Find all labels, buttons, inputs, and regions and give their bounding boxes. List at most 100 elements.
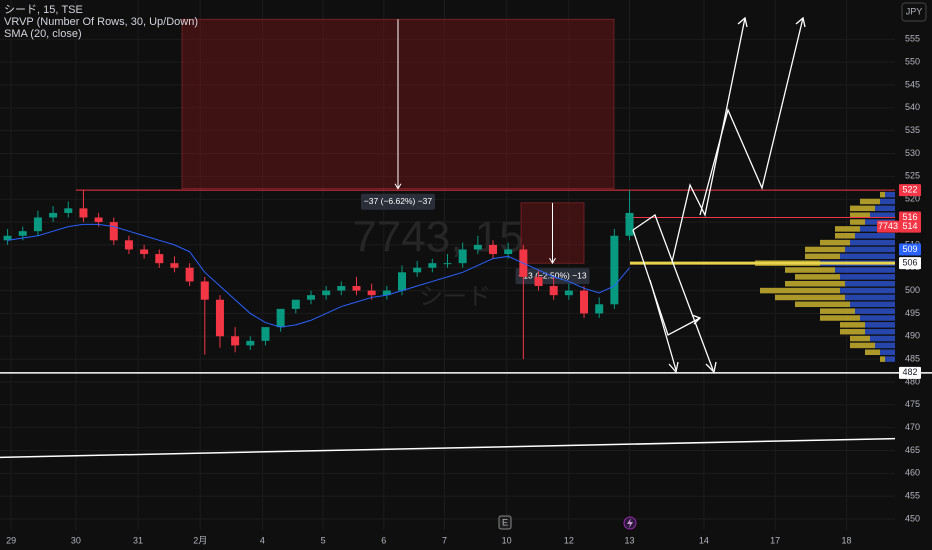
candle-body <box>170 263 179 268</box>
symbol-tag-bg <box>877 220 899 233</box>
x-tick-label: 12 <box>564 535 574 545</box>
vp-down-bar <box>835 226 860 232</box>
price-tag-bg <box>899 184 921 197</box>
currency-button[interactable] <box>901 2 927 22</box>
arrow <box>699 17 804 216</box>
currency-label[interactable]: JPY <box>906 6 923 16</box>
vp-down-bar <box>850 205 875 212</box>
price-tag: 516 <box>902 212 917 222</box>
vp-up-bar <box>880 198 895 205</box>
arrow <box>649 279 677 371</box>
projection-arrows <box>632 16 806 374</box>
vp-down-bar <box>840 322 865 328</box>
vp-down-bar <box>820 315 860 321</box>
vp-down-bar <box>795 301 850 308</box>
y-tick-label: 545 <box>905 79 920 89</box>
vp-down-bar <box>835 233 855 239</box>
vp-up-bar <box>850 301 895 308</box>
price-tag-bg <box>899 366 921 379</box>
vp-up-bar <box>870 335 895 342</box>
candle-body <box>564 290 573 296</box>
price-tag: 522 <box>902 184 917 194</box>
arrow-head <box>795 16 806 28</box>
y-tick-label: 555 <box>905 34 920 44</box>
y-tick-label: 475 <box>905 399 920 409</box>
candle-body <box>549 286 558 296</box>
price-tag-bg <box>899 257 921 270</box>
vp-up-bar <box>880 349 895 356</box>
price-tag: 514 <box>902 221 917 231</box>
y-tick-label: 460 <box>905 468 920 478</box>
arrow <box>671 17 746 263</box>
y-tick-label: 480 <box>905 376 920 386</box>
candle-body <box>473 244 482 250</box>
vp-up-bar <box>855 233 895 239</box>
vp-up-bar <box>885 356 895 362</box>
sma-line <box>7 223 630 328</box>
price-tag: 509 <box>902 244 917 254</box>
y-tick-label: 500 <box>905 285 920 295</box>
candle-body <box>306 295 315 300</box>
vp-up-bar <box>865 322 895 328</box>
symbol-tag: 7743 <box>878 221 898 231</box>
arrow <box>632 229 701 336</box>
legend-vrvp: VRVP (Number Of Rows, 30, Up/Down) <box>4 16 198 28</box>
arrow-head <box>691 314 702 325</box>
price-tag: 506 <box>902 258 917 268</box>
vp-up-bar <box>845 246 895 253</box>
candle-body <box>200 281 209 300</box>
legend-sma: SMA (20, close) <box>4 28 82 40</box>
measure-arrow-head <box>549 257 556 265</box>
arrow-head <box>668 361 679 374</box>
y-tick-label: 470 <box>905 422 920 432</box>
y-tick-label: 465 <box>905 445 920 455</box>
y-tick-label: 540 <box>905 102 920 112</box>
candle-body <box>397 272 406 291</box>
vp-down-bar <box>850 335 870 342</box>
vp-up-bar <box>875 342 895 349</box>
candle-body <box>33 217 42 232</box>
price-tag-bg <box>899 243 921 256</box>
candle-body <box>155 254 164 264</box>
y-tick-label: 490 <box>905 331 920 341</box>
x-tick-label: 30 <box>71 535 81 545</box>
vp-up-bar <box>840 274 895 280</box>
measure-arrow-head <box>394 183 402 190</box>
event-icon-box[interactable] <box>498 515 512 530</box>
measure-label: −13 (−2.50%) −13 <box>518 270 587 280</box>
candle-body <box>367 290 376 296</box>
x-tick-label: 5 <box>321 535 326 545</box>
candle-body <box>443 263 452 265</box>
vp-down-bar <box>820 239 850 246</box>
candle-body <box>322 290 331 296</box>
trend-line <box>0 437 896 459</box>
y-tick-label: 550 <box>905 57 920 67</box>
vp-up-bar <box>875 205 895 212</box>
vp-down-bar <box>840 328 865 335</box>
x-tick-label: 18 <box>841 535 851 545</box>
y-tick-label: 455 <box>905 491 920 501</box>
candle-body <box>428 263 437 268</box>
y-tick-label: 525 <box>905 171 920 181</box>
arrow <box>632 213 714 371</box>
y-tick-label: 485 <box>905 353 920 363</box>
plot: −37 (−6.62%) −37 −13 (−2.50%) −13 <box>0 18 932 459</box>
vp-down-bar <box>785 280 845 287</box>
candle-body <box>458 249 467 264</box>
vp-down-bar <box>820 308 855 314</box>
candle-body <box>261 327 270 341</box>
candle-body <box>246 340 255 346</box>
candle-body <box>18 231 27 236</box>
vp-down-bar <box>805 246 845 253</box>
vp-up-bar <box>885 191 895 198</box>
watermark-symbol: 7743, 15 <box>352 213 523 262</box>
candle-body <box>534 276 543 287</box>
vp-down-bar <box>850 219 865 225</box>
event-icon[interactable]: E <box>502 517 508 527</box>
measure-label-bg <box>361 193 435 210</box>
y-tick-label: 535 <box>905 125 920 135</box>
vp-down-bar <box>805 253 840 260</box>
arrow-head <box>737 16 748 28</box>
vp-down-bar <box>850 342 875 349</box>
